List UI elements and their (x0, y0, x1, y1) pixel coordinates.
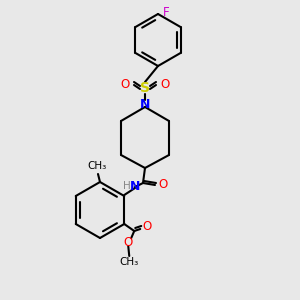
Text: O: O (124, 236, 133, 248)
Text: CH₃: CH₃ (120, 257, 139, 267)
Text: S: S (140, 81, 150, 95)
Text: O: O (142, 220, 152, 233)
Text: N: N (130, 179, 140, 193)
Text: O: O (120, 77, 130, 91)
Text: O: O (160, 77, 169, 91)
Text: F: F (163, 5, 169, 19)
Text: CH₃: CH₃ (87, 161, 106, 171)
Text: H: H (123, 181, 131, 191)
Text: N: N (140, 98, 150, 110)
Text: O: O (158, 178, 168, 190)
